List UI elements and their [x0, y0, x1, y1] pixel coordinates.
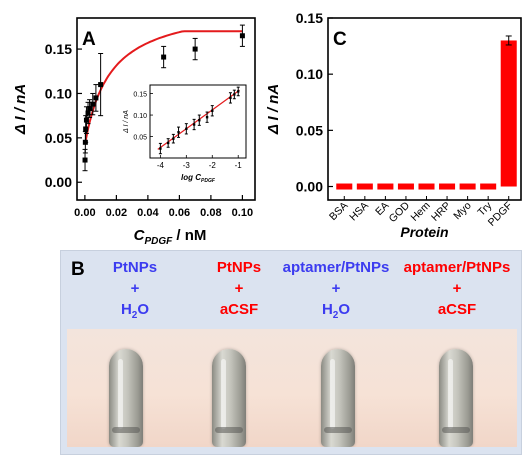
inset-data-point	[198, 119, 201, 122]
bar	[336, 183, 353, 190]
y-tick-label: 0.05	[296, 122, 323, 138]
y-tick-label: 0.10	[45, 85, 72, 101]
bar	[459, 183, 476, 190]
bar	[500, 40, 517, 187]
inset-y-tick-label: 0.05	[133, 135, 147, 142]
x-tick-label: 0.08	[200, 207, 221, 219]
inset-x-tick-label: -1	[235, 161, 243, 170]
label-aptamer-ptnps-water: aptamer/PtNPs + H2O	[282, 259, 390, 321]
bar	[480, 183, 497, 190]
inset-data-point	[205, 116, 209, 119]
data-point	[85, 110, 91, 116]
y-tick-label: 0.15	[45, 41, 72, 57]
inset-x-tick-label: -3	[183, 161, 191, 170]
plot-frame	[327, 17, 522, 201]
x-tick-label: GOD	[387, 199, 413, 225]
data-point	[98, 82, 104, 88]
tube-ptnps-acsf	[212, 349, 246, 447]
inset-data-point	[211, 109, 214, 112]
data-point	[192, 46, 198, 52]
bar	[356, 183, 373, 190]
x-tick-label: HSA	[347, 200, 371, 224]
y-tick-label: 0.10	[296, 66, 323, 82]
x-axis-label: Protein	[400, 224, 448, 240]
panel-a-chart: A 0.00 0.05 0.10 0.15 0.00 0.02 0.04 0.06 0.08 0.…	[12, 17, 256, 245]
x-tick-label: BSA	[327, 200, 350, 223]
panel-b-photo-panel: B PtNPs + H2O PtNPs + aCSF aptamer/PtNPs…	[60, 250, 522, 455]
bar	[418, 183, 435, 190]
inset-data-point	[229, 96, 232, 100]
x-tick-label: Hem	[408, 199, 432, 223]
inset-x-tick-label: -2	[209, 161, 217, 170]
data-point	[82, 157, 88, 163]
label-ptnps-water: PtNPs + H2O	[112, 259, 158, 321]
x-tick-label: Myo	[451, 200, 474, 223]
panel-a-letter: A	[82, 29, 96, 50]
data-point	[90, 101, 96, 107]
data-point	[239, 33, 245, 39]
tube-aptamer-ptnps-acsf	[439, 349, 473, 447]
data-point	[87, 106, 93, 112]
inset-data-point	[177, 131, 180, 134]
panel-b-letter: B	[71, 259, 85, 280]
data-point	[83, 117, 89, 123]
y-tick-label: 0.05	[45, 130, 72, 146]
y-axis-label: Δ I / nA	[265, 84, 282, 135]
data-point	[83, 126, 89, 132]
x-axis-label: CPDGF / nM	[134, 227, 207, 245]
tube-aptamer-ptnps-water	[321, 349, 355, 447]
inset-data-point	[237, 90, 240, 93]
plot-frame	[76, 17, 256, 201]
inset-data-point	[185, 127, 188, 130]
tubes-photo	[67, 329, 517, 447]
inset-y-axis-label: Δ I / nA	[123, 110, 130, 134]
inset-data-point	[159, 147, 162, 150]
tube-ptnps-water	[109, 349, 143, 447]
y-tick-label: 0.00	[45, 174, 72, 190]
x-tick-label: HRP	[429, 200, 453, 224]
data-point	[93, 95, 99, 101]
x-tick-label: 0.06	[169, 207, 190, 219]
x-tick-label: 0.10	[232, 207, 253, 219]
x-tick-label: 0.00	[74, 207, 95, 219]
inset-data-point	[233, 93, 236, 96]
inset-y-tick-label: 0.10	[133, 113, 147, 120]
y-tick-label: 0.15	[296, 10, 323, 26]
inset-data-point	[192, 123, 196, 126]
data-point	[161, 54, 167, 60]
bar	[377, 183, 394, 190]
x-tick-label: 0.04	[137, 207, 159, 219]
inset-data-point	[172, 137, 175, 140]
inset-x-axis-label: log CPDGF	[181, 173, 216, 184]
bar	[439, 183, 456, 190]
inset-data-point	[166, 141, 170, 145]
y-tick-label: 0.00	[296, 179, 323, 195]
panel-c-letter: C	[333, 29, 347, 50]
label-aptamer-ptnps-acsf: aptamer/PtNPs + aCSF	[403, 259, 511, 318]
bar	[397, 183, 414, 190]
inset-y-tick-label: 0.15	[133, 92, 147, 99]
label-ptnps-acsf: PtNPs + aCSF	[216, 259, 262, 318]
y-axis-label: Δ I / nA	[12, 84, 29, 135]
x-tick-label: 0.02	[106, 207, 127, 219]
inset-x-tick-label: -4	[157, 161, 165, 170]
